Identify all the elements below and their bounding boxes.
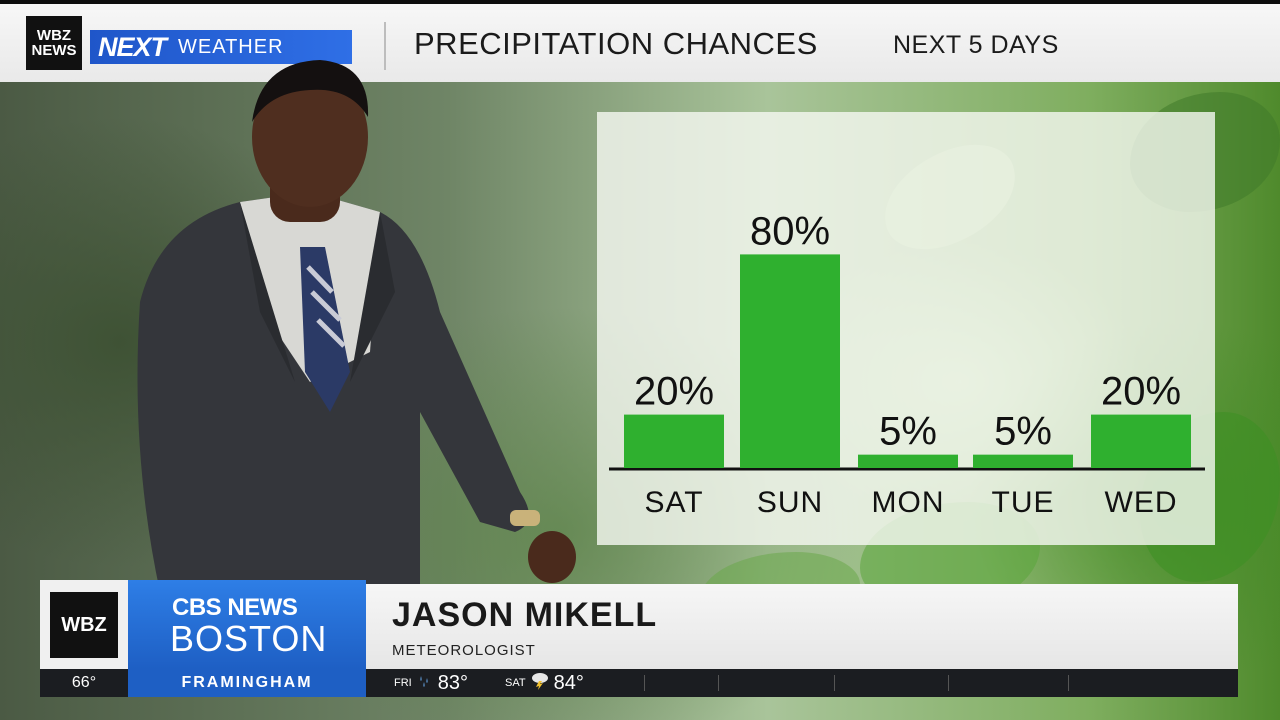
data-label-mon: 5% [879,410,937,454]
network-name: CBS NEWS [172,594,298,621]
category-label-sun: SUN [757,486,823,519]
lower-third-logo-box: WBZ [40,580,128,669]
category-label-mon: MON [872,486,945,519]
data-label-wed: 20% [1101,370,1181,414]
precipitation-bar-chart: 20% SAT 80% SUN 5% MON 5% TUE 20% WED [609,209,1205,519]
current-temperature: 66° [71,674,97,691]
presenter-name: JASON MIKELL [392,596,658,634]
precipitation-chart-panel: 20% SAT 80% SUN 5% MON 5% TUE 20% WED [597,112,1215,545]
category-label-sat: SAT [644,486,703,519]
ticker-location: FRAMINGHAM [128,669,366,697]
forecast-temp: 83° [437,671,468,694]
bar-tue [973,454,1073,468]
weather-ticker: 66° FRAMINGHAM FRI 83° SAT 84° [40,669,1238,697]
bar-mon [858,454,958,468]
rain-icon [416,672,434,695]
data-label-tue: 5% [994,410,1052,454]
header-divider [384,22,386,70]
name-plate: JASON MIKELL METEOROLOGIST [366,584,1238,669]
forecast-temp: 84° [553,671,584,694]
header-bar: WBZ NEWS NEXT WEATHER PRECIPITATION CHAN… [0,4,1280,82]
category-label-tue: TUE [992,486,1055,519]
next-weather-logo: NEXT WEATHER [90,30,352,64]
network-city: BOSTON [170,618,328,659]
thunderstorm-icon [530,672,550,695]
wbz-logo: WBZ [50,592,118,658]
category-label-wed: WED [1105,486,1178,519]
lower-third: WBZ CBS NEWS BOSTON JASON MIKELL METEORO… [40,580,1238,669]
forecast-item-sat: SAT 84° [505,669,584,697]
cbs-news-boston-logo: CBS NEWS BOSTON [128,580,366,669]
forecast-item-fri: FRI 83° [394,669,468,697]
bar-sat [624,414,724,468]
ticker-separator [718,675,719,691]
graphic-subtitle: NEXT 5 DAYS [893,31,1059,59]
ticker-separator [644,675,645,691]
wbz-news-logo: WBZ NEWS [26,16,82,70]
forecast-day: SAT [505,677,526,689]
presenter-title: METEOROLOGIST [392,642,536,659]
ticker-separator [834,675,835,691]
presenter-figure [137,60,576,592]
forecast-day: FRI [394,677,412,689]
bar-wed [1091,414,1191,468]
graphic-title: PRECIPITATION CHANCES [414,26,818,61]
bar-sun [740,254,840,468]
data-label-sat: 20% [634,370,714,414]
ticker-separator [948,675,949,691]
ticker-separator [1068,675,1069,691]
data-label-sun: 80% [750,209,830,253]
